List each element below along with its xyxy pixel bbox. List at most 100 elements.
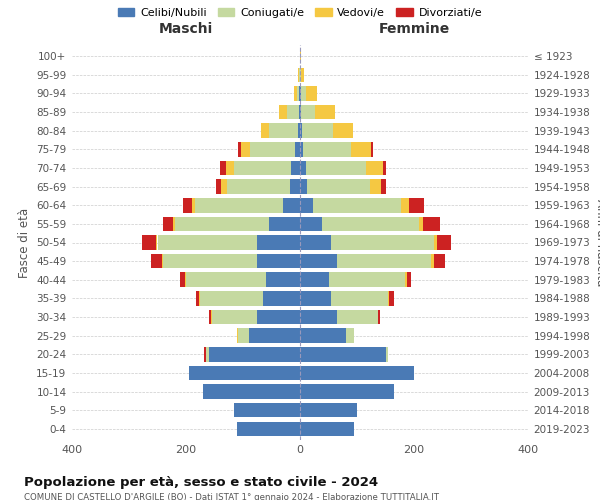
- Bar: [300, 68, 301, 82]
- Bar: [257, 310, 300, 324]
- Bar: [434, 235, 437, 250]
- Bar: [300, 198, 313, 212]
- Bar: [306, 160, 365, 175]
- Bar: [266, 272, 300, 287]
- Bar: [300, 272, 329, 287]
- Bar: [287, 105, 299, 120]
- Bar: [212, 310, 257, 324]
- Bar: [295, 142, 300, 156]
- Bar: [306, 86, 317, 101]
- Bar: [329, 272, 406, 287]
- Bar: [142, 235, 157, 250]
- Bar: [292, 160, 300, 175]
- Bar: [313, 198, 401, 212]
- Bar: [300, 384, 394, 399]
- Bar: [300, 347, 386, 362]
- Bar: [302, 124, 333, 138]
- Bar: [180, 272, 185, 287]
- Bar: [434, 254, 445, 268]
- Bar: [352, 142, 371, 156]
- Bar: [189, 366, 300, 380]
- Bar: [157, 235, 257, 250]
- Bar: [204, 347, 206, 362]
- Text: COMUNE DI CASTELLO D'ARGILE (BO) - Dati ISTAT 1° gennaio 2024 - Elaborazione TUT: COMUNE DI CASTELLO D'ARGILE (BO) - Dati …: [24, 494, 439, 500]
- Bar: [294, 86, 296, 101]
- Bar: [194, 198, 283, 212]
- Bar: [383, 160, 386, 175]
- Bar: [370, 180, 381, 194]
- Bar: [389, 291, 394, 306]
- Bar: [241, 142, 250, 156]
- Bar: [300, 366, 414, 380]
- Bar: [300, 124, 302, 138]
- Bar: [290, 180, 300, 194]
- Bar: [378, 310, 380, 324]
- Bar: [163, 216, 173, 231]
- Bar: [175, 216, 269, 231]
- Bar: [388, 291, 389, 306]
- Bar: [337, 254, 431, 268]
- Bar: [183, 198, 192, 212]
- Bar: [238, 328, 249, 343]
- Bar: [300, 216, 322, 231]
- Bar: [162, 254, 163, 268]
- Bar: [300, 86, 301, 101]
- Bar: [300, 49, 301, 64]
- Bar: [437, 235, 451, 250]
- Y-axis label: Anni di nascita: Anni di nascita: [594, 199, 600, 286]
- Bar: [220, 160, 226, 175]
- Bar: [215, 180, 221, 194]
- Bar: [300, 403, 357, 417]
- Bar: [249, 328, 300, 343]
- Bar: [227, 180, 290, 194]
- Bar: [331, 291, 388, 306]
- Bar: [407, 272, 411, 287]
- Bar: [301, 86, 306, 101]
- Bar: [300, 310, 337, 324]
- Bar: [269, 216, 300, 231]
- Bar: [431, 254, 434, 268]
- Bar: [307, 180, 370, 194]
- Bar: [192, 198, 194, 212]
- Bar: [296, 86, 299, 101]
- Bar: [409, 198, 424, 212]
- Bar: [300, 254, 337, 268]
- Bar: [386, 347, 388, 362]
- Bar: [300, 142, 303, 156]
- Text: Femmine: Femmine: [379, 22, 449, 36]
- Bar: [337, 310, 378, 324]
- Bar: [226, 160, 235, 175]
- Bar: [365, 160, 383, 175]
- Bar: [199, 291, 200, 306]
- Bar: [235, 160, 292, 175]
- Bar: [300, 160, 306, 175]
- Bar: [316, 105, 335, 120]
- Bar: [238, 142, 241, 156]
- Bar: [283, 198, 300, 212]
- Bar: [419, 216, 423, 231]
- Bar: [209, 347, 300, 362]
- Bar: [209, 310, 211, 324]
- Bar: [333, 124, 353, 138]
- Bar: [300, 422, 354, 436]
- Bar: [406, 272, 407, 287]
- Bar: [151, 254, 162, 268]
- Bar: [269, 124, 298, 138]
- Bar: [263, 291, 300, 306]
- Bar: [203, 384, 300, 399]
- Bar: [381, 180, 386, 194]
- Bar: [257, 235, 300, 250]
- Y-axis label: Fasce di età: Fasce di età: [17, 208, 31, 278]
- Bar: [238, 422, 300, 436]
- Bar: [401, 198, 409, 212]
- Text: Popolazione per età, sesso e stato civile - 2024: Popolazione per età, sesso e stato civil…: [24, 476, 378, 489]
- Bar: [298, 124, 300, 138]
- Bar: [163, 254, 257, 268]
- Bar: [346, 328, 354, 343]
- Bar: [301, 105, 316, 120]
- Bar: [299, 68, 300, 82]
- Bar: [211, 310, 212, 324]
- Bar: [173, 216, 175, 231]
- Bar: [300, 235, 331, 250]
- Bar: [279, 105, 287, 120]
